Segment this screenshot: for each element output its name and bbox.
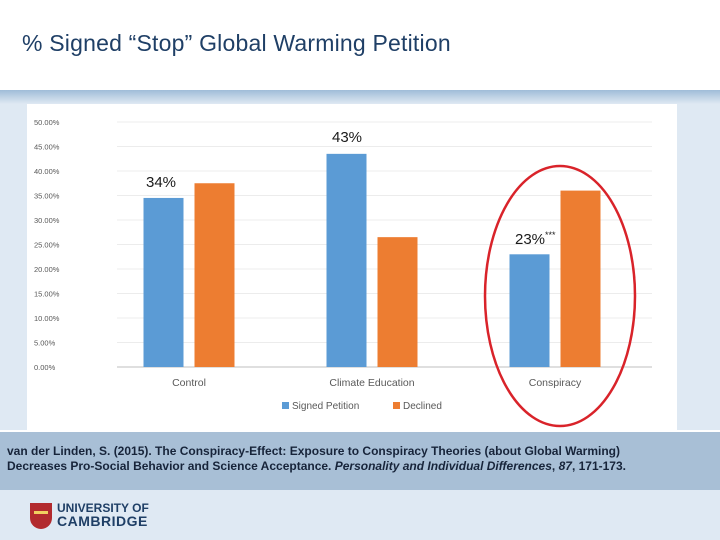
bar-declined	[194, 183, 235, 367]
citation-bar: van der Linden, S. (2015). The Conspirac…	[0, 432, 720, 490]
y-tick-label: 25.00%	[34, 241, 60, 250]
y-tick-label: 45.00%	[34, 143, 60, 152]
citation-pages: , 171-173.	[571, 459, 626, 473]
y-tick-label: 10.00%	[34, 314, 60, 323]
footer-band	[0, 490, 720, 540]
y-tick-label: 20.00%	[34, 265, 60, 274]
cambridge-crest-icon	[30, 503, 52, 529]
citation-journal: Personality and Individual Differences	[334, 459, 552, 473]
annotation-control: 34%	[146, 174, 177, 191]
bar-declined	[560, 190, 601, 367]
y-tick-label: 40.00%	[34, 167, 60, 176]
y-tick-label: 5.00%	[34, 339, 56, 348]
legend-label: Declined	[403, 401, 442, 412]
x-tick-label: Climate Education	[329, 377, 414, 389]
significance-stars: ***	[545, 230, 556, 240]
y-tick-label: 35.00%	[34, 192, 60, 201]
bar-declined	[377, 237, 418, 367]
slide-title: % Signed “Stop” Global Warming Petition	[22, 30, 451, 56]
y-tick-label: 50.00%	[34, 118, 60, 127]
citation-line-2: Decreases Pro-Social Behavior and Scienc…	[7, 459, 335, 473]
citation-text: van der Linden, S. (2015). The Conspirac…	[0, 432, 720, 474]
legend-swatch	[282, 402, 289, 409]
y-tick-label: 0.00%	[34, 363, 56, 372]
annotation-conspiracy-value: 23%	[515, 231, 546, 248]
citation-line-1: van der Linden, S. (2015). The Conspirac…	[7, 444, 620, 458]
logo-line-2: CAMBRIDGE	[57, 513, 148, 529]
bar-signed	[326, 153, 367, 367]
bar-chart: 0.00% 5.00% 10.00% 15.00% 20.00% 25.00% 30.00%…	[34, 118, 652, 428]
university-logo-text: UNIVERSITY OF CAMBRIDGE	[57, 501, 149, 529]
legend-label: Signed Petition	[292, 401, 359, 412]
citation-separator: ,	[551, 459, 559, 473]
y-tick-label: 30.00%	[34, 216, 60, 225]
y-tick-label: 15.00%	[34, 290, 60, 299]
logo-line-1: UNIVERSITY OF	[57, 501, 149, 515]
bar-signed	[509, 254, 550, 367]
annotation-climate: 43%	[332, 129, 363, 146]
annotation-conspiracy: 23%***	[515, 230, 556, 248]
bar-signed	[143, 197, 184, 367]
highlight-ellipse	[483, 164, 637, 428]
band-gradient	[0, 90, 720, 104]
x-tick-label: Control	[172, 377, 206, 389]
chart-panel: 0.00% 5.00% 10.00% 15.00% 20.00% 25.00% 30.00%…	[27, 104, 677, 430]
legend-swatch	[393, 402, 400, 409]
x-tick-label: Conspiracy	[529, 377, 582, 389]
citation-volume: 87	[558, 459, 572, 473]
